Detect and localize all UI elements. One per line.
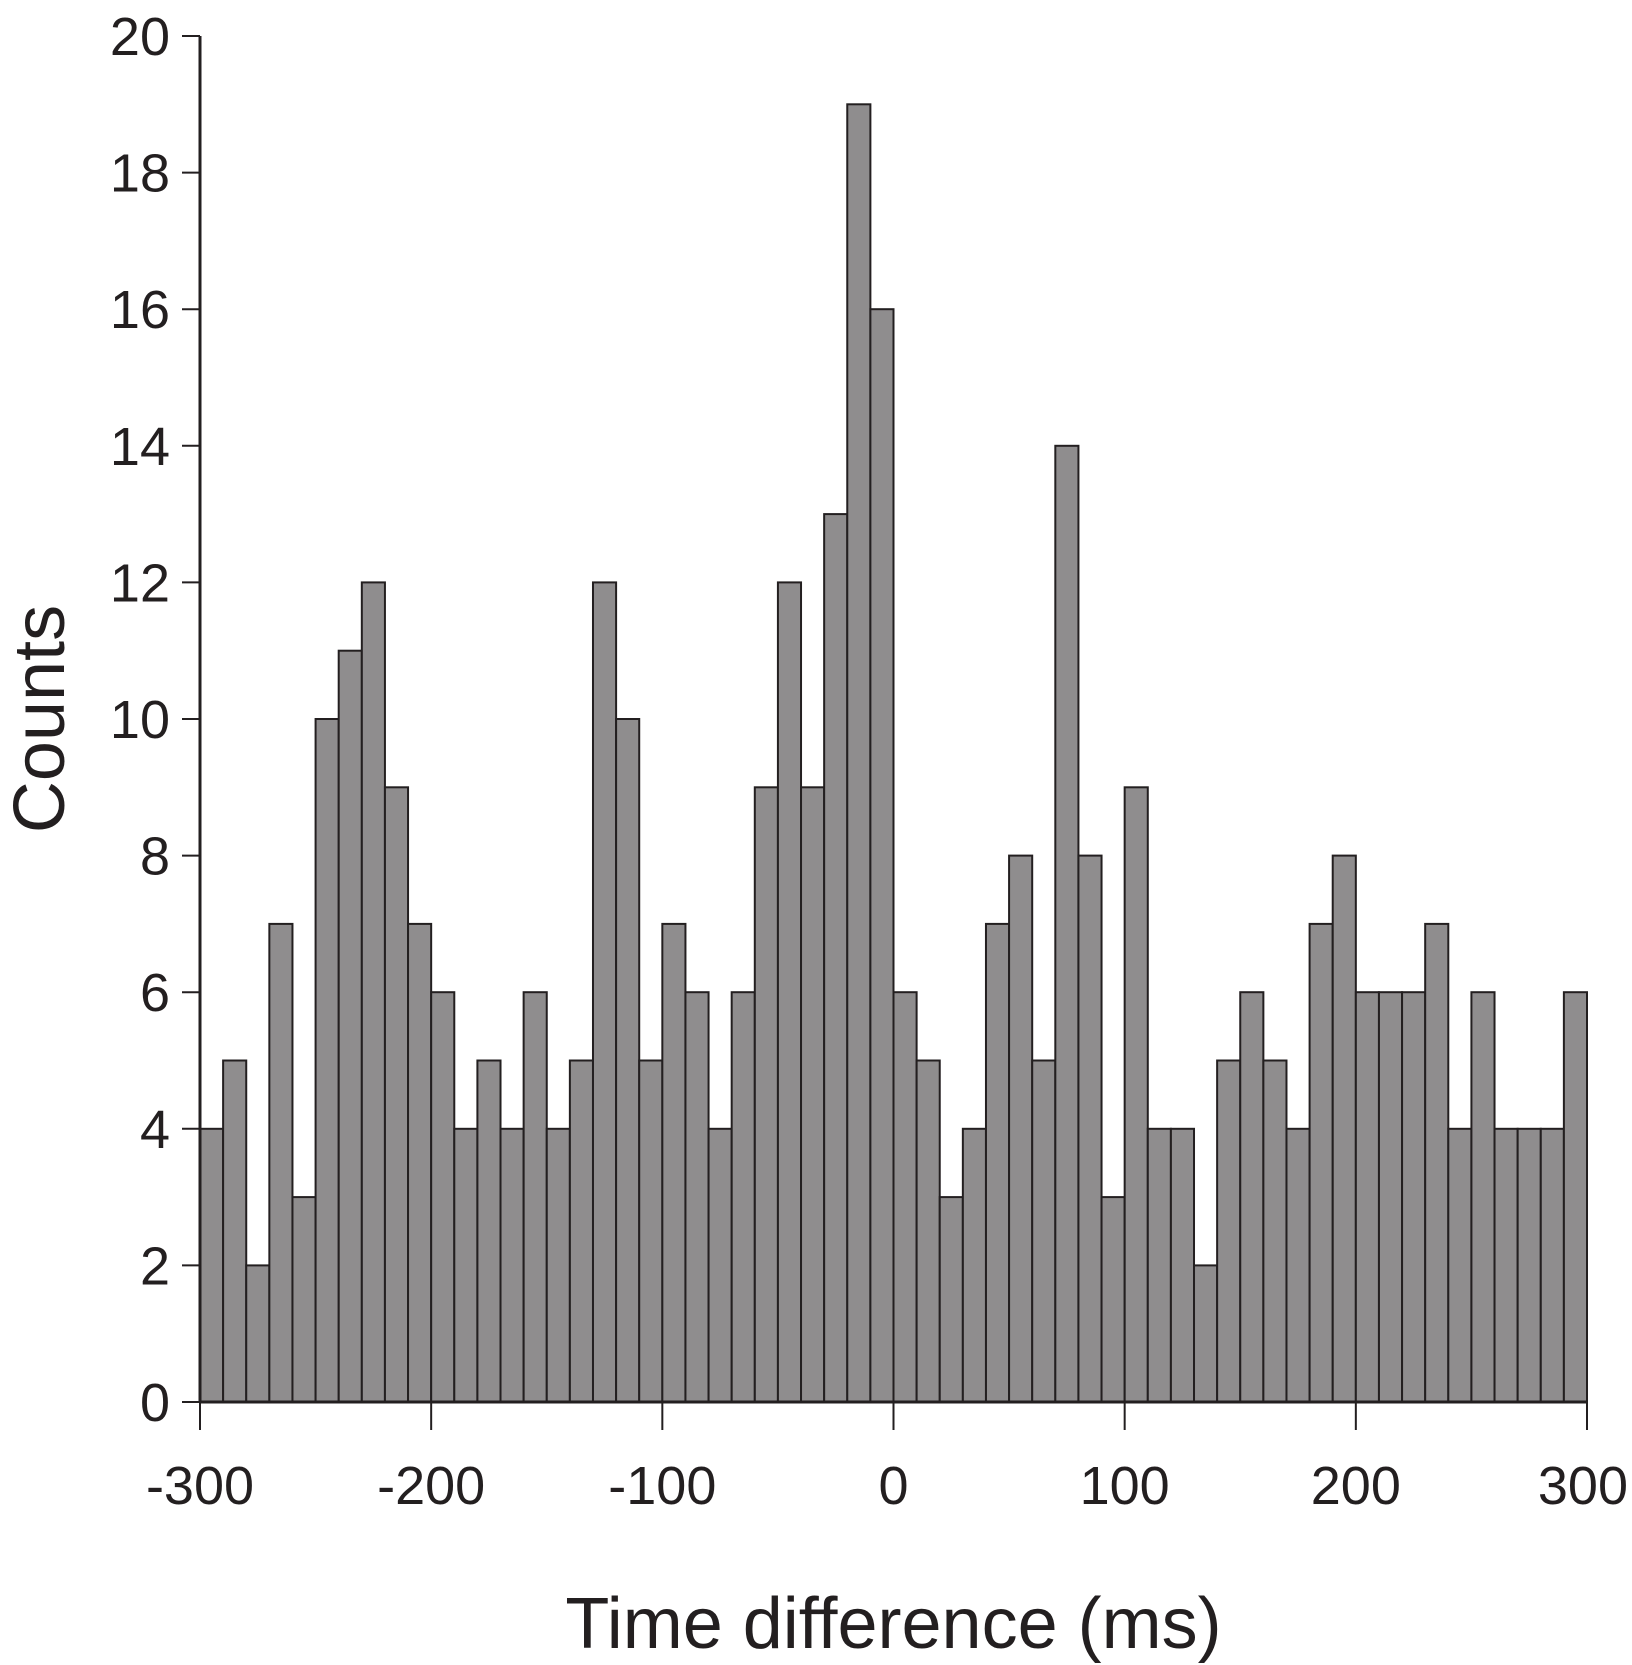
- y-axis-ticks: 0 2 4 6 8 10 12 14 16 18 20: [110, 7, 200, 1433]
- histogram-bar: [1308, 922, 1334, 1404]
- x-tick-label: -300: [146, 1456, 254, 1516]
- histogram-bar: [1216, 1059, 1242, 1403]
- x-axis-title: Time difference (ms): [565, 1584, 1221, 1664]
- histogram-bar: [1031, 1059, 1057, 1403]
- y-tick-label: 20: [110, 7, 170, 67]
- histogram-bar: [1493, 1127, 1519, 1404]
- x-tick-label: -100: [608, 1456, 716, 1516]
- histogram-bar: [1008, 854, 1034, 1403]
- histogram-bar: [291, 1196, 317, 1403]
- histogram-bar: [407, 922, 433, 1404]
- histogram-bar: [1077, 854, 1103, 1403]
- histogram-bar: [383, 786, 410, 1403]
- histogram-bar: [915, 1059, 941, 1403]
- histogram-bar: [661, 922, 687, 1404]
- y-tick-label: 14: [110, 417, 170, 477]
- histogram-bar: [800, 786, 826, 1403]
- histogram-bar: [453, 1127, 479, 1404]
- y-tick-label: 4: [140, 1100, 170, 1160]
- histogram-bar: [1054, 444, 1080, 1403]
- x-tick-label: 200: [1311, 1456, 1401, 1516]
- histogram-bar: [892, 991, 918, 1403]
- histogram-bar: [1193, 1264, 1219, 1404]
- histogram-bar: [984, 922, 1011, 1404]
- histogram-bar: [1100, 1196, 1126, 1403]
- histogram-bar: [568, 1059, 594, 1403]
- x-tick-label: -200: [377, 1456, 485, 1516]
- y-tick-label: 18: [110, 144, 170, 204]
- histogram-bar: [1424, 922, 1450, 1404]
- histogram-bar: [961, 1127, 987, 1404]
- y-tick-label: 0: [140, 1373, 170, 1433]
- histogram-bar: [615, 718, 641, 1403]
- histogram-bar: [1239, 991, 1265, 1403]
- y-tick-label: 16: [110, 280, 170, 340]
- histogram-bar: [268, 922, 294, 1404]
- histogram-bar: [1354, 991, 1380, 1403]
- histogram-bar: [707, 1127, 733, 1404]
- histogram-bar: [1539, 1127, 1565, 1404]
- histogram-bar: [684, 991, 710, 1403]
- histogram-bar: [776, 581, 803, 1403]
- histogram-bar: [591, 581, 618, 1403]
- x-tick-label: 0: [878, 1456, 908, 1516]
- y-tick-label: 10: [110, 690, 170, 750]
- histogram-bar: [1169, 1127, 1196, 1404]
- histogram-bar: [1470, 991, 1496, 1403]
- histogram-bar: [1262, 1059, 1288, 1403]
- histogram-bar: [638, 1059, 664, 1403]
- histogram-bar: [730, 991, 756, 1403]
- histogram-bar: [1123, 786, 1149, 1403]
- bars-group: [199, 103, 1588, 1404]
- histogram-bar: [823, 513, 849, 1403]
- y-tick-label: 8: [140, 827, 170, 887]
- histogram-bar: [846, 103, 872, 1403]
- histogram-bar: [1285, 1127, 1311, 1404]
- histogram-bar: [1562, 991, 1588, 1403]
- histogram-bar: [753, 786, 779, 1403]
- histogram-bar: [1377, 991, 1404, 1403]
- y-tick-label: 12: [110, 553, 170, 613]
- histogram-bar: [476, 1059, 502, 1403]
- histogram-bar: [199, 1127, 225, 1404]
- histogram-bar: [222, 1059, 248, 1403]
- histogram-bar: [337, 649, 363, 1403]
- x-tick-label: 100: [1080, 1456, 1170, 1516]
- histogram-bar: [1447, 1127, 1473, 1404]
- histogram-bar: [938, 1196, 964, 1403]
- x-tick-label: 300: [1538, 1456, 1628, 1516]
- x-axis-ticks: -300 -200 -100 0 100 200 300: [146, 1402, 1628, 1516]
- histogram-bar: [430, 991, 456, 1403]
- y-tick-label: 2: [140, 1236, 170, 1296]
- histogram-bar: [1331, 854, 1357, 1403]
- histogram-bar: [545, 1127, 571, 1404]
- histogram-bar: [499, 1127, 525, 1404]
- histogram-bar: [1146, 1127, 1172, 1404]
- histogram-bar: [245, 1264, 271, 1404]
- histogram-bar: [1516, 1127, 1542, 1404]
- histogram-bar: [522, 991, 548, 1403]
- histogram-bar: [869, 308, 895, 1404]
- y-axis-title: Counts: [0, 605, 80, 833]
- histogram-bar: [314, 718, 340, 1403]
- y-tick-label: 6: [140, 963, 170, 1023]
- histogram-bar: [360, 581, 386, 1403]
- histogram-bar: [1401, 991, 1427, 1403]
